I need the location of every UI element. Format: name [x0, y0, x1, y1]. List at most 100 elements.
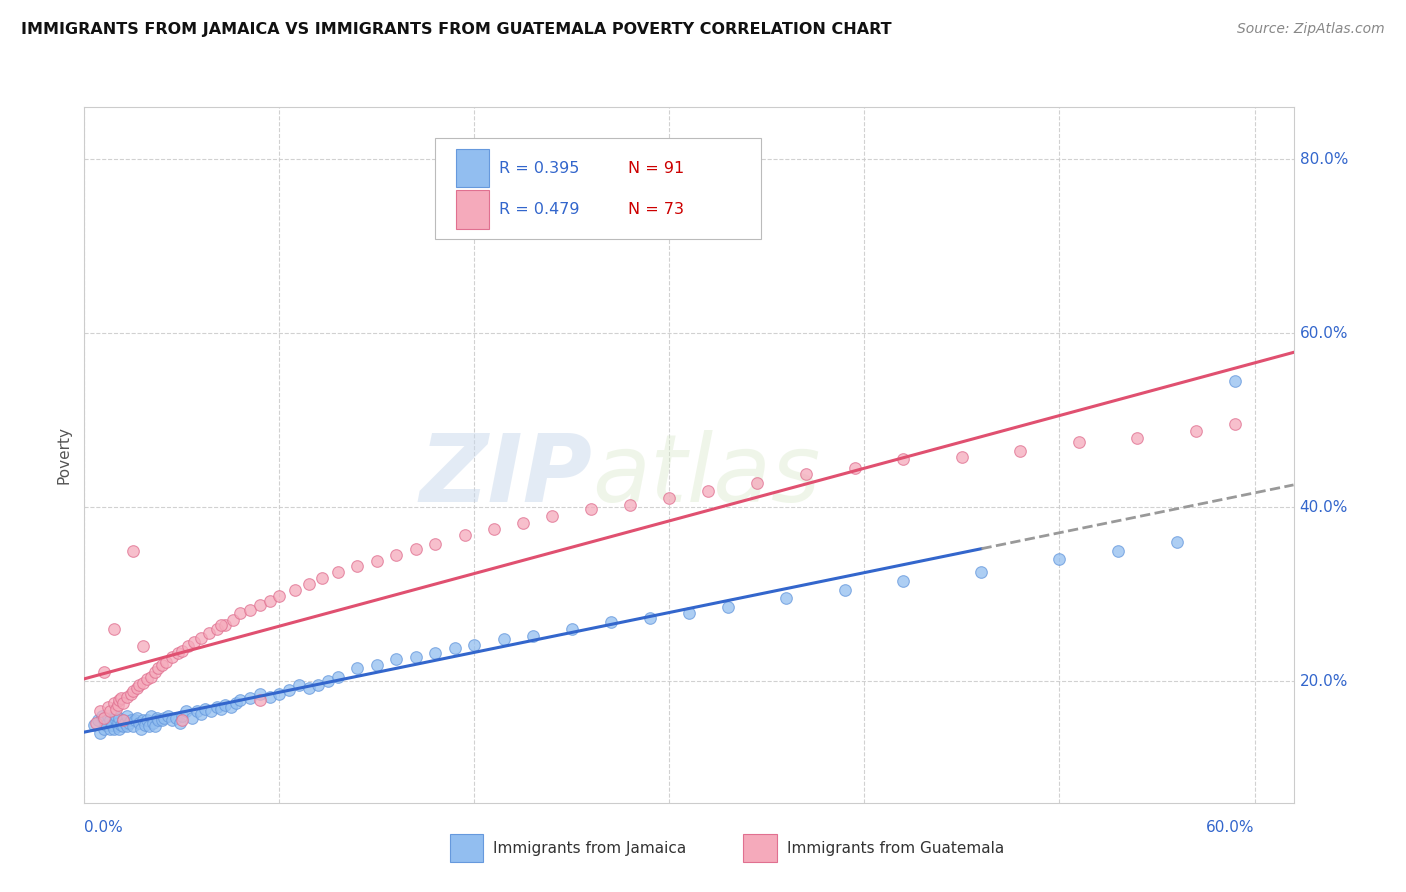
Point: [142, 715, 165, 730]
Point: [148, 661, 170, 675]
Point: [108, 722, 131, 736]
Text: N = 91: N = 91: [628, 161, 685, 176]
Point: [160, 713, 183, 727]
Point: [190, 707, 212, 722]
Point: [492, 632, 515, 647]
Point: [893, 574, 915, 588]
Point: [107, 719, 129, 733]
Point: [453, 528, 475, 542]
Text: 40.0%: 40.0%: [1299, 500, 1348, 515]
Point: [145, 710, 167, 724]
Text: 20.0%: 20.0%: [1299, 673, 1348, 689]
Point: [104, 708, 127, 723]
Point: [103, 696, 125, 710]
Point: [225, 696, 247, 710]
Point: [1107, 543, 1129, 558]
Point: [89, 726, 111, 740]
Point: [98, 722, 121, 736]
Text: Source: ZipAtlas.com: Source: ZipAtlas.com: [1237, 22, 1385, 37]
Point: [94, 717, 117, 731]
Point: [600, 615, 623, 629]
Point: [118, 715, 141, 730]
Point: [298, 576, 321, 591]
Point: [132, 675, 155, 690]
Point: [153, 710, 176, 724]
Point: [581, 501, 603, 516]
Point: [970, 566, 993, 580]
Point: [122, 684, 145, 698]
FancyBboxPatch shape: [744, 834, 778, 862]
Point: [259, 594, 281, 608]
Point: [541, 508, 564, 523]
Point: [117, 708, 139, 723]
Point: [120, 713, 142, 727]
Point: [249, 693, 271, 707]
Point: [93, 665, 115, 680]
FancyBboxPatch shape: [456, 149, 489, 187]
Point: [200, 705, 222, 719]
Point: [444, 640, 467, 655]
Point: [1166, 534, 1188, 549]
Point: [157, 708, 180, 723]
Point: [405, 541, 427, 556]
Point: [482, 522, 505, 536]
Point: [747, 475, 769, 490]
Point: [165, 710, 187, 724]
Point: [307, 678, 329, 692]
Point: [169, 715, 191, 730]
Point: [278, 682, 301, 697]
Point: [110, 691, 132, 706]
Point: [155, 655, 177, 669]
Y-axis label: Poverty: Poverty: [56, 425, 72, 484]
Text: 0.0%: 0.0%: [84, 821, 124, 835]
Point: [366, 554, 388, 568]
Point: [205, 622, 228, 636]
Point: [135, 713, 157, 727]
Point: [385, 548, 408, 562]
Point: [138, 719, 160, 733]
Point: [214, 617, 236, 632]
Point: [122, 719, 145, 733]
Point: [103, 622, 125, 636]
Point: [103, 722, 125, 736]
Point: [619, 499, 641, 513]
FancyBboxPatch shape: [450, 834, 484, 862]
Point: [311, 571, 333, 585]
Point: [366, 658, 388, 673]
Point: [346, 661, 368, 675]
Point: [205, 700, 228, 714]
Point: [170, 713, 193, 727]
Point: [1067, 434, 1090, 449]
Point: [463, 638, 485, 652]
Point: [107, 715, 129, 730]
Point: [117, 690, 139, 704]
Point: [108, 693, 131, 707]
Point: [93, 710, 115, 724]
Point: [229, 693, 252, 707]
Point: [229, 606, 252, 620]
Point: [239, 691, 262, 706]
Point: [678, 606, 700, 620]
Point: [219, 700, 242, 714]
Point: [269, 589, 291, 603]
Point: [284, 582, 307, 597]
Point: [249, 687, 271, 701]
Point: [269, 687, 291, 701]
Point: [114, 715, 136, 730]
Point: [1049, 552, 1071, 566]
Point: [326, 670, 349, 684]
Point: [129, 722, 152, 736]
Point: [326, 566, 349, 580]
Point: [1223, 374, 1246, 388]
Point: [1223, 417, 1246, 432]
Point: [209, 702, 232, 716]
Point: [134, 717, 156, 731]
Point: [100, 717, 122, 731]
Text: R = 0.479: R = 0.479: [499, 202, 579, 217]
Point: [512, 516, 534, 530]
Text: atlas: atlas: [592, 430, 821, 521]
Point: [98, 713, 121, 727]
Point: [132, 713, 155, 727]
Point: [209, 617, 232, 632]
Point: [1126, 430, 1149, 444]
